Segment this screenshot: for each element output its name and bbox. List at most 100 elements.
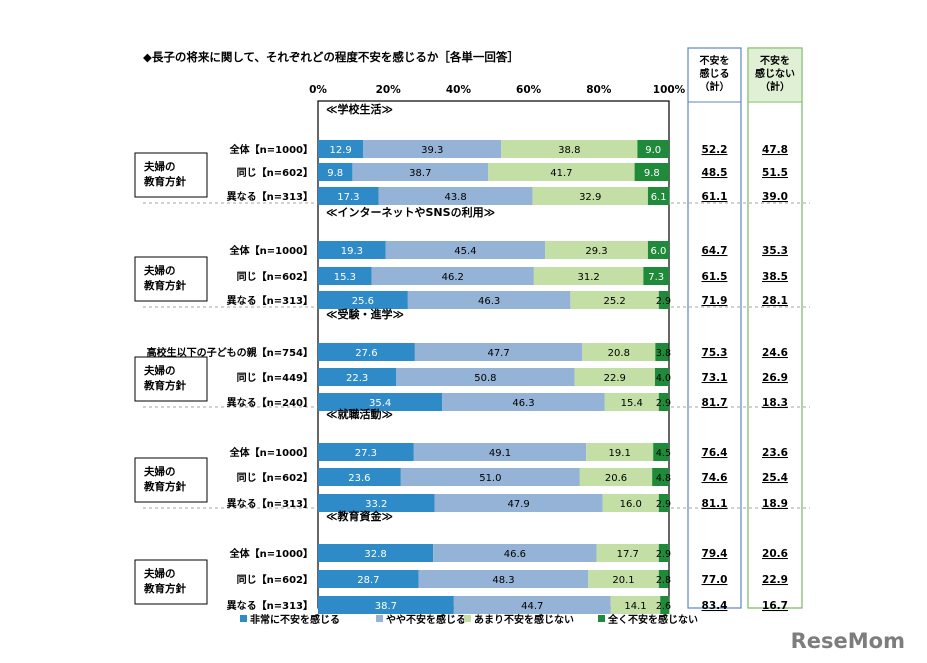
row-label: 異なる【n=240】 [227,396,313,409]
data-label: 32.9 [579,192,601,203]
data-label: 27.3 [355,448,377,459]
section-title: ≪インターネットやSNSの利用≫ [326,205,495,219]
bar-segment [318,570,419,588]
group-tag-label: 教育方針 [143,379,186,392]
bar-segment [652,468,669,486]
data-label: 46.3 [478,296,500,307]
row-label: 異なる【n=313】 [227,599,313,612]
data-label: 19.1 [609,448,631,459]
row-label: 全体【n=1000】 [229,143,313,156]
anxious-total-header: 感じる [700,67,730,80]
row-label: 異なる【n=313】 [227,294,313,307]
data-label: 9.0 [645,145,661,156]
bar-segment [413,443,587,461]
legend-item: やや不安を感じる [376,613,466,626]
table-row: 異なる【n=313】 25.6 46.3 25.2 2.9 71.9 28.1 [227,291,788,309]
group-tag-label: 夫婦の [144,264,176,277]
table-row: 同じ【n=449】 22.3 50.8 22.9 4.0 73.1 26.9 [237,368,788,386]
data-label: 47.7 [487,348,509,359]
table-row: 全体【n=1000】 12.9 39.3 38.8 9.0 52.2 47.8 [229,140,788,158]
anxious-total-header: （計） [700,80,730,93]
anxious-total-value: 64.7 [702,245,728,257]
group-tag-box [134,152,208,198]
section-title: ≪教育資金≫ [326,509,393,523]
x-tick-label: 0% [309,84,327,96]
table-row: 同じ【n=602】 15.3 46.2 31.2 7.3 61.5 38.5 [237,267,788,285]
not-anxious-total-column [747,47,803,609]
bar-segment [647,187,670,205]
legend-swatch [240,615,247,622]
data-label: 43.8 [444,192,466,203]
not-anxious-total-value: 35.3 [762,245,788,257]
group-tag-box [134,356,208,402]
data-label: 22.3 [346,373,368,384]
bar-segment [658,570,669,588]
bar-segment [442,393,605,411]
group-tag-label: 夫婦の [144,160,176,173]
legend: 非常に不安を感じる やや不安を感じる あまり不安を感じない 全く不安を感じない [240,613,698,626]
not-anxious-total-value: 16.7 [762,600,788,612]
bar-segment [318,494,435,512]
data-label: 50.8 [474,373,496,384]
bar-segment [453,596,611,614]
data-label: 17.7 [617,549,639,560]
bar-segment [533,267,644,285]
not-anxious-total-value: 25.4 [762,472,788,484]
bar-segment [501,140,638,158]
bar-segment [602,494,659,512]
bar-segment [579,468,653,486]
data-label: 2.9 [656,296,671,307]
data-label: 7.3 [648,272,664,283]
anxious-total-value: 81.1 [702,498,728,510]
data-label: 44.7 [521,601,543,612]
data-label: 2.9 [656,398,671,409]
row-label: 同じ【n=602】 [237,166,313,179]
row-label: 異なる【n=313】 [227,190,313,203]
bar-segment [588,570,659,588]
data-label: 29.3 [585,246,607,257]
table-row: 全体【n=1000】 19.3 45.4 29.3 6.0 64.7 35.3 [229,241,788,259]
legend-swatch [464,615,471,622]
data-label: 20.8 [608,348,630,359]
bar-segment [318,187,379,205]
data-label: 27.6 [355,348,377,359]
bar-segment [658,544,669,562]
legend-swatch [376,615,383,622]
row-label: 同じ【n=602】 [237,270,313,283]
data-label: 17.3 [337,192,359,203]
not-anxious-total-value: 23.6 [762,447,788,459]
data-label: 4.5 [656,448,671,459]
table-row: 同じ【n=602】 9.8 38.7 41.7 9.8 48.5 51.5 [237,163,788,181]
x-tick-label: 40% [446,84,472,96]
anxious-total-value: 48.5 [702,167,728,179]
bar-segment [434,494,603,512]
group-tag-label: 夫婦の [144,465,176,478]
data-label: 4.0 [656,373,671,384]
not-anxious-total-value: 26.9 [762,372,788,384]
data-label: 20.1 [612,575,634,586]
row-label: 異なる【n=313】 [227,497,313,510]
row-label: 同じ【n=602】 [237,471,313,484]
data-label: 12.9 [330,145,352,156]
anxious-total-value: 81.7 [702,397,728,409]
bar-segment [385,241,546,259]
x-tick-label: 80% [586,84,612,96]
data-label: 6.0 [651,246,667,257]
bar-segment [596,544,659,562]
x-tick-label: 60% [516,84,542,96]
bar-segment [318,291,408,309]
data-label: 2.9 [656,549,671,560]
bar-segment [658,494,669,512]
bar-segment [318,343,415,361]
not-anxious-total-value: 22.9 [762,574,788,586]
group-tag-label: 教育方針 [143,175,186,188]
data-label: 38.8 [558,145,580,156]
group-tag-label: 教育方針 [143,582,186,595]
anxious-total-value: 61.5 [702,271,728,283]
data-label: 9.8 [327,168,343,179]
row-label: 全体【n=1000】 [229,446,313,459]
group-tag-box [134,457,208,503]
bar-segment [318,468,401,486]
